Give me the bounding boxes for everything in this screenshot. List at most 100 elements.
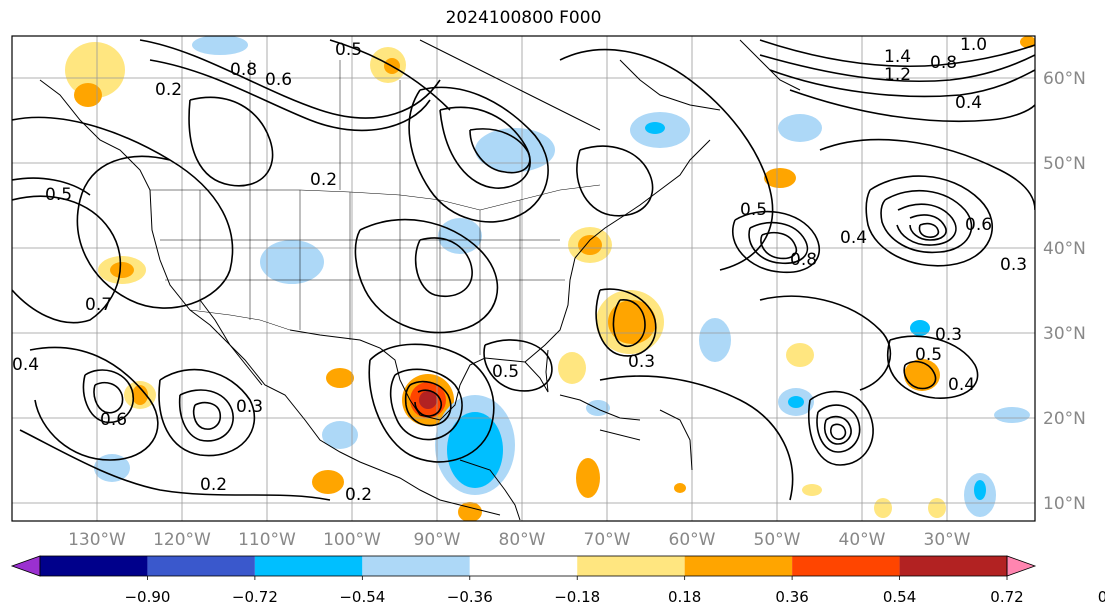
shade-blob (74, 83, 102, 107)
contour-line (748, 221, 809, 265)
contour-label: 0.5 (335, 40, 362, 60)
colorbar-segment (147, 556, 255, 576)
contour-label: 0.4 (948, 375, 975, 395)
contour-labels: 0.2 0.2 0.4 0.4 0.4 0.4 0.5 0.5 0.5 0.5 … (12, 36, 1027, 505)
colorbar (10, 555, 1037, 577)
shade-blob (132, 385, 148, 405)
contour-line (918, 222, 940, 238)
contour-line (93, 381, 124, 414)
contour-line (12, 177, 91, 196)
coastline-west (39, 79, 501, 516)
contour-label: 0.4 (840, 228, 867, 248)
longitude-label: 70°W (584, 530, 631, 550)
contour-line (178, 389, 234, 442)
contour-line (329, 39, 451, 111)
contour-line (82, 369, 135, 424)
longitude-label: 50°W (754, 530, 801, 550)
latitude-label: 30°N (1043, 324, 1086, 344)
contour-line (830, 423, 847, 440)
contour-line (158, 368, 256, 457)
shade-blob (419, 391, 437, 409)
colorbar-segment (577, 556, 685, 576)
contour-line (576, 145, 654, 217)
canadian-province-lines (249, 60, 401, 195)
contour-label: 0.2 (345, 485, 372, 505)
contour-line (368, 343, 495, 463)
longitude-label: 90°W (414, 530, 461, 550)
shade-blob (322, 421, 358, 449)
contour-line (732, 210, 821, 274)
shade-blob (974, 480, 986, 500)
longitude-label: 40°W (839, 530, 886, 550)
colorbar-segment (899, 556, 1007, 576)
hudson-coast (419, 39, 601, 131)
contour-label: 0.8 (930, 53, 957, 73)
latitude-label: 40°N (1043, 239, 1086, 259)
contour-line (404, 380, 452, 427)
colorbar-segment (362, 556, 470, 576)
shade-blob (994, 407, 1030, 423)
latitude-labels: 60°N 50°N 40°N 30°N 20°N 10°N (1043, 69, 1086, 514)
map-frame-bg (12, 36, 1035, 521)
contour-label: 1.2 (884, 65, 911, 85)
contour-label: 0.4 (12, 355, 39, 375)
contour-line (469, 128, 531, 174)
shading-layer (65, 36, 1035, 521)
shade-blob (558, 352, 586, 384)
longitude-label: 30°W (924, 530, 971, 550)
colorbar-tick-label: −0.18 (554, 588, 600, 606)
contour-line (414, 389, 443, 417)
colorbar-tick-label: 0.36 (775, 588, 808, 606)
shade-blob (438, 218, 482, 254)
contour-line (612, 299, 646, 347)
longitude-label: 130°W (68, 530, 126, 550)
longitude-label: 100°W (323, 530, 381, 550)
contour-line (599, 375, 794, 501)
central-america-coast (459, 459, 521, 521)
longitude-labels: 130°W 120°W 110°W 100°W 90°W 80°W 70°W 60°W 50°W… (68, 530, 971, 550)
shade-blob (928, 498, 946, 518)
contour-label: 0.8 (230, 60, 257, 80)
colorbar-tick-label: 0.54 (883, 588, 916, 606)
contour-line (389, 368, 463, 441)
contour-label: 0.3 (236, 397, 263, 417)
contour-line (19, 429, 331, 501)
latitude-label: 60°N (1043, 69, 1086, 89)
map-border (11, 35, 1036, 522)
colorbar-tick-label: −0.72 (232, 588, 278, 606)
shade-blob (458, 502, 482, 521)
shade-blob (786, 343, 814, 367)
shade-blob (475, 128, 555, 172)
contour-line (483, 339, 553, 392)
contour-line (880, 189, 973, 254)
contour-label: 0.5 (492, 362, 519, 382)
contours (12, 39, 1035, 501)
political-borders (150, 60, 601, 355)
contour-label: 0.6 (265, 70, 292, 90)
contour-label: 0.5 (915, 345, 942, 365)
contour-line (12, 195, 122, 324)
colorbar-tick-label: −0.54 (339, 588, 385, 606)
contour-line (595, 288, 657, 357)
baja-coast (199, 299, 263, 386)
contour-line (414, 237, 473, 297)
shade-blob (110, 262, 134, 278)
latitude-label: 50°N (1043, 154, 1086, 174)
colorbar-segment (684, 556, 793, 576)
shade-blob (1020, 36, 1035, 48)
contour-label: 0.6 (965, 215, 992, 235)
latitude-label: 10°N (1043, 494, 1086, 514)
contour-label: 0.6 (100, 410, 127, 430)
contour-line (759, 54, 1035, 83)
shade-blob (802, 484, 822, 496)
contour-label: 0.5 (740, 200, 767, 220)
colorbar-tick-label: −0.36 (447, 588, 493, 606)
contour-label: 0.2 (310, 170, 337, 190)
contour-label: 0.3 (1000, 255, 1027, 275)
colorbar-tick-label: −0.90 (124, 588, 170, 606)
contour-line (188, 96, 274, 187)
colorbar-segment (40, 556, 148, 576)
shade-blob (586, 400, 610, 416)
shade-blob (788, 396, 804, 408)
contour-label: 0.5 (45, 185, 72, 205)
